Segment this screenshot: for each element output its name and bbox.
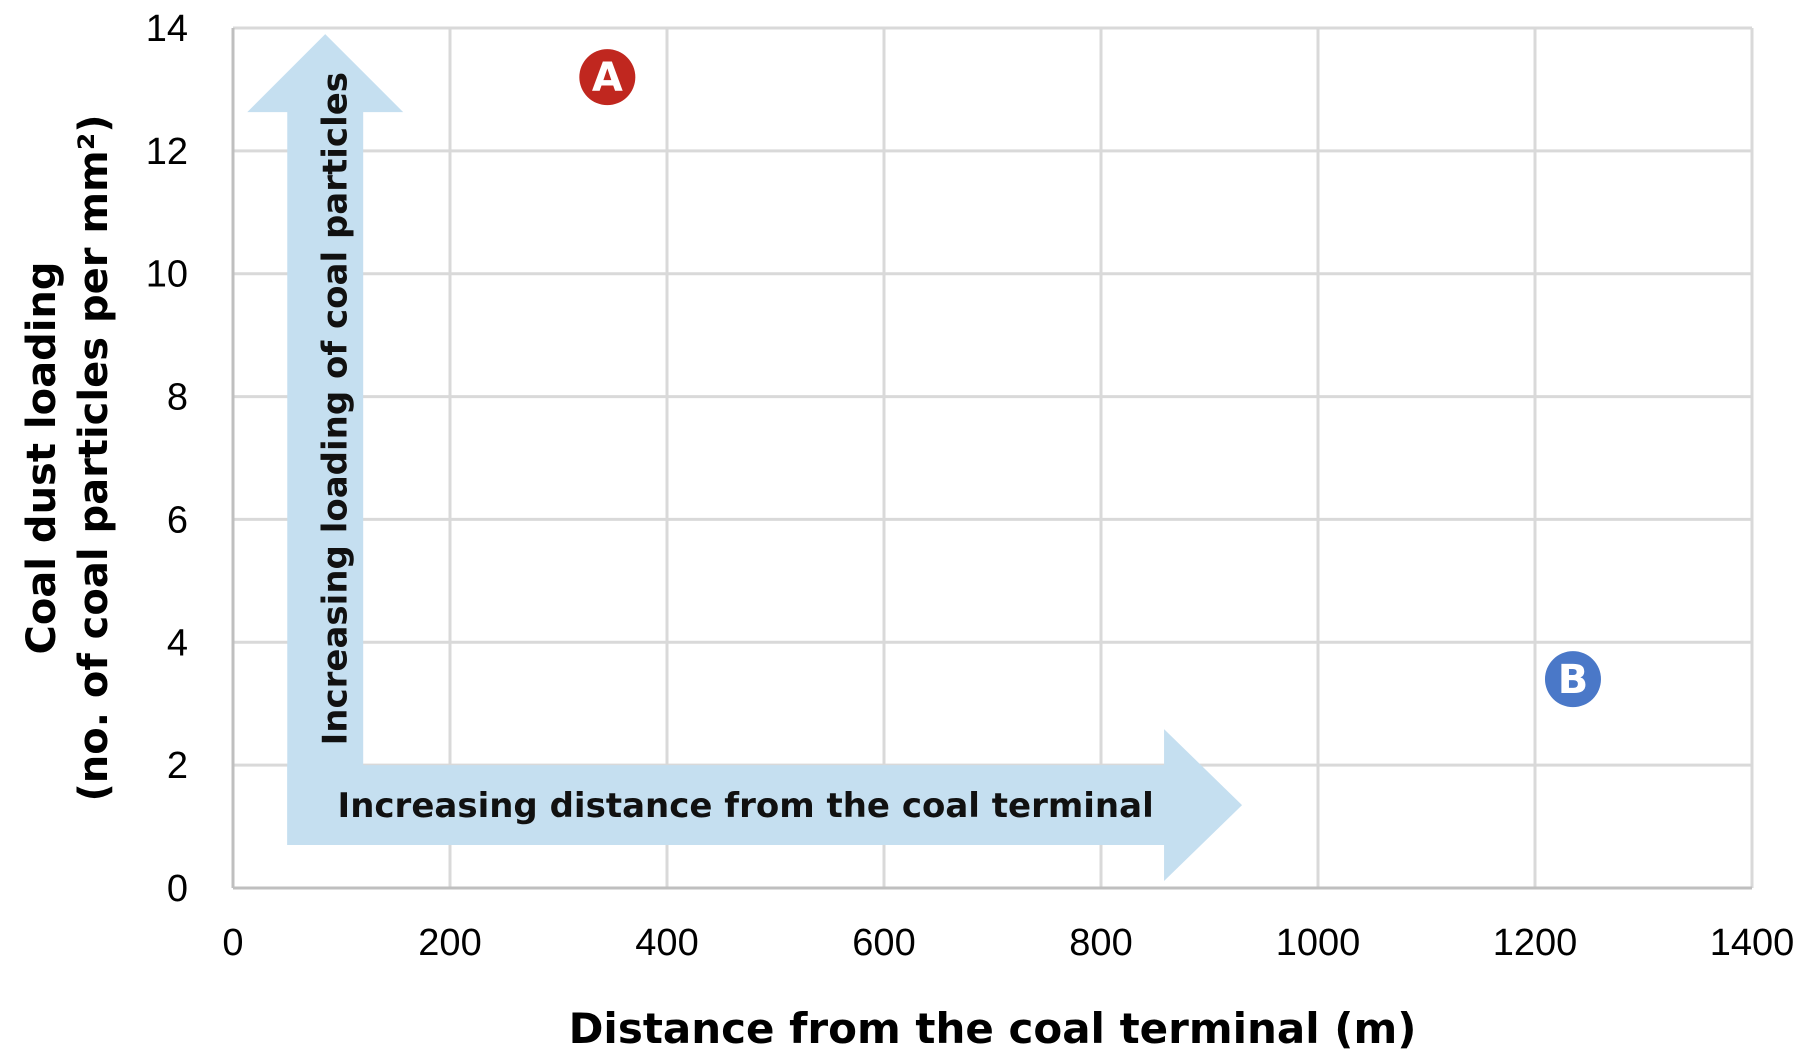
y-tick-label: 10 <box>146 254 188 296</box>
data-point-label: B <box>1558 657 1589 703</box>
y-tick-label: 0 <box>167 868 188 910</box>
horizontal-arrow-label: Increasing distance from the coal termin… <box>338 786 1154 826</box>
x-tick-labels: 0 200 400 600 800 1000 1200 1400 <box>222 922 1794 964</box>
data-point-label: A <box>592 55 623 101</box>
x-tick-label: 800 <box>1069 922 1132 964</box>
y-axis-title-line2: (no. of coal particles per mm²) <box>71 114 117 801</box>
x-tick-label: 1400 <box>1710 922 1795 964</box>
y-tick-label: 8 <box>167 377 188 419</box>
data-points: AB <box>579 49 1601 708</box>
y-tick-label: 6 <box>167 499 188 541</box>
x-tick-label: 600 <box>852 922 915 964</box>
vertical-arrow <box>247 34 404 845</box>
arrows: Increasing loading of coal particles Inc… <box>247 34 1243 881</box>
data-point-marker <box>1544 651 1601 708</box>
x-tick-label: 1000 <box>1276 922 1361 964</box>
data-point-b: B <box>1544 651 1601 708</box>
horizontal-arrow <box>287 729 1243 881</box>
y-tick-label: 2 <box>167 745 188 787</box>
y-tick-label: 12 <box>146 131 188 173</box>
y-tick-label: 14 <box>146 8 188 50</box>
x-tick-label: 0 <box>222 922 243 964</box>
y-axis-title-line1: Coal dust loading <box>19 261 65 654</box>
y-axis-title: Coal dust loading (no. of coal particles… <box>19 114 117 801</box>
x-axis-title: Distance from the coal terminal (m) <box>569 1004 1417 1053</box>
grid <box>231 26 1754 890</box>
data-point-a: A <box>579 49 636 106</box>
x-tick-label: 1200 <box>1493 922 1578 964</box>
y-tick-labels: 0 2 4 6 8 10 12 14 <box>146 8 188 910</box>
x-tick-label: 200 <box>418 922 481 964</box>
x-tick-label: 400 <box>635 922 698 964</box>
vertical-arrow-label: Increasing loading of coal particles <box>316 72 356 745</box>
y-tick-label: 4 <box>167 622 188 664</box>
data-point-marker <box>579 49 636 106</box>
